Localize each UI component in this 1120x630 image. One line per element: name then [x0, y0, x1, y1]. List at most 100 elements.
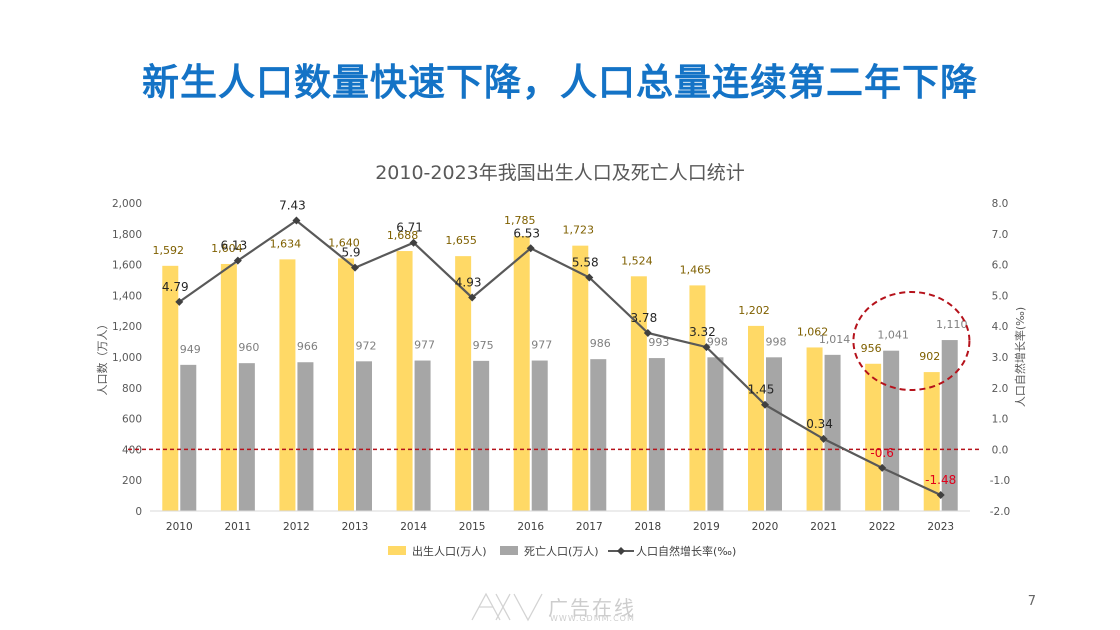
death-bar — [356, 361, 372, 511]
watermark-logo-icon — [471, 592, 543, 622]
birth-bar — [572, 245, 589, 511]
growth-rate-label: 6.71 — [396, 221, 423, 235]
birth-bar — [455, 256, 472, 511]
growth-rate-label: 6.13 — [220, 239, 247, 253]
x-tick-label: 2012 — [283, 521, 310, 533]
birth-bar — [338, 258, 354, 511]
legend-deaths-label: 死亡人口(万人) — [524, 544, 599, 558]
death-value-label: 986 — [590, 337, 611, 350]
birth-value-label: 1,785 — [504, 214, 536, 227]
birth-bar — [748, 325, 764, 511]
growth-rate-label: 6.53 — [513, 226, 540, 240]
birth-value-label: 902 — [919, 350, 940, 363]
legend-rate-label: 人口自然增长率(‰) — [636, 544, 736, 558]
birth-value-label: 1,592 — [153, 244, 185, 257]
death-value-label: 949 — [180, 343, 201, 356]
birth-value-label: 1,688 — [387, 229, 419, 242]
birth-bar — [162, 265, 179, 511]
death-bar — [941, 340, 958, 511]
death-bar — [238, 363, 255, 511]
y-right-tick-label: 3.0 — [992, 352, 1009, 364]
birth-bar — [396, 251, 413, 511]
birth-bar — [689, 285, 706, 511]
y-left-tick-label: 600 — [122, 414, 142, 426]
y-left-tick-label: 1,600 — [112, 260, 142, 272]
x-tick-label: 2019 — [693, 521, 720, 533]
birth-value-label: 1,524 — [621, 254, 653, 267]
death-bar — [824, 354, 841, 511]
growth-rate-point — [878, 463, 887, 472]
death-bar — [707, 357, 724, 511]
death-value-label: 1,014 — [819, 333, 851, 346]
death-bar — [473, 360, 490, 511]
death-value-label: 993 — [648, 336, 669, 349]
growth-rate-point — [292, 216, 301, 225]
x-tick-label: 2017 — [576, 521, 603, 533]
birth-value-label: 1,655 — [445, 234, 477, 247]
legend-births-label: 出生人口(万人) — [412, 544, 487, 558]
growth-rate-label: 7.43 — [279, 199, 306, 213]
x-tick-label: 2016 — [517, 521, 544, 533]
y-right-tick-label: 2.0 — [992, 383, 1009, 395]
watermark: 广告在线 WWW.GDMM.COM — [466, 590, 666, 626]
birth-bar — [923, 372, 940, 511]
birth-bar — [220, 263, 237, 511]
birth-value-label: 1,202 — [738, 304, 770, 317]
y-right-tick-label: -2.0 — [990, 506, 1011, 518]
growth-rate-point — [233, 256, 242, 265]
watermark-brand: 广告在线 — [548, 596, 636, 620]
growth-rate-point — [585, 273, 594, 282]
y-right-tick-label: 1.0 — [992, 414, 1009, 426]
y-left-tick-label: 400 — [122, 444, 142, 456]
x-tick-label: 2022 — [869, 521, 896, 533]
birth-bar — [279, 259, 296, 511]
death-bar — [766, 357, 782, 511]
legend-deaths-swatch — [500, 546, 518, 555]
growth-rate-point — [468, 293, 477, 302]
x-tick-label: 2013 — [342, 521, 369, 533]
growth-rate-label: 3.78 — [630, 311, 657, 325]
y-left-tick-label: 0 — [135, 506, 142, 518]
y-left-axis-title: 人口数（万人） — [96, 319, 109, 396]
y-left-tick-label: 1,800 — [112, 229, 142, 241]
death-value-label: 972 — [356, 339, 377, 352]
page-number: 7 — [1027, 594, 1036, 609]
x-tick-label: 2018 — [634, 521, 661, 533]
y-right-tick-label: 5.0 — [992, 290, 1009, 302]
highlight-circle — [852, 291, 971, 391]
y-left-tick-label: 1,000 — [112, 352, 142, 364]
birth-bar — [630, 276, 647, 511]
y-right-tick-label: 0.0 — [992, 444, 1009, 456]
death-bar — [883, 350, 900, 511]
x-tick-label: 2014 — [400, 521, 427, 533]
birth-bar — [513, 236, 530, 512]
growth-rate-point — [702, 343, 711, 352]
x-tick-label: 2011 — [224, 521, 251, 533]
growth-rate-label: -0.6 — [870, 446, 893, 460]
birth-bar — [806, 347, 823, 511]
death-value-label: 966 — [297, 340, 318, 353]
growth-rate-point — [351, 263, 359, 272]
growth-rate-label: 5.58 — [572, 256, 599, 270]
growth-rate-point — [526, 244, 535, 253]
birth-value-label: 1,465 — [680, 263, 712, 276]
x-tick-label: 2023 — [927, 521, 954, 533]
y-left-tick-label: 1,400 — [112, 290, 142, 302]
y-left-tick-label: 800 — [122, 383, 142, 395]
y-right-tick-label: 8.0 — [992, 198, 1009, 210]
death-bar — [590, 359, 607, 511]
y-left-tick-label: 200 — [122, 475, 142, 487]
birth-value-label: 1,634 — [270, 237, 302, 250]
death-value-label: 998 — [707, 335, 728, 348]
growth-rate-point — [936, 490, 945, 499]
chart-title: 2010-2023年我国出生人口及死亡人口统计 — [375, 162, 745, 184]
slide-headline: 新生人口数量快速下降，人口总量连续第二年下降 — [142, 61, 978, 104]
birth-value-label: 956 — [861, 342, 882, 355]
death-bar — [297, 362, 314, 511]
watermark-url: WWW.GDMM.COM — [550, 614, 635, 623]
growth-rate-point — [175, 297, 184, 306]
growth-rate-point — [643, 328, 652, 337]
death-value-label: 975 — [473, 339, 494, 352]
growth-rate-label: 0.34 — [806, 417, 833, 431]
